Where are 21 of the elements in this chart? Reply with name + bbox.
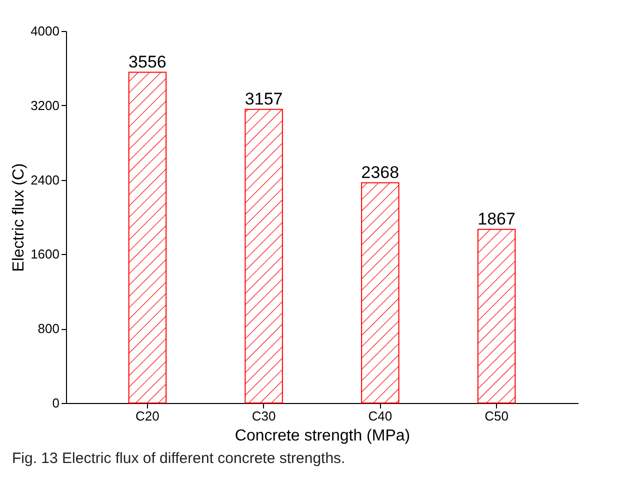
data-label: 2368: [361, 162, 400, 182]
x-axis-title: Concrete strength (MPa): [234, 428, 410, 444]
caption: Fig. 13 Electric flux of different concrete strengths.: [12, 450, 346, 467]
x-tick-label: C20: [136, 408, 160, 424]
x-tick-label: C30: [252, 408, 276, 424]
y-tick-label: 2400: [30, 172, 60, 188]
bar: [477, 228, 516, 404]
bar: [244, 108, 283, 404]
bar: [361, 182, 400, 404]
x-tick-label: C40: [368, 408, 392, 424]
bar: [128, 72, 167, 404]
data-label: 3556: [128, 52, 166, 72]
y-tick-label: 4000: [30, 24, 60, 38]
data-label: 1867: [478, 209, 516, 228]
y-axis-title: Electric flux (C): [10, 163, 28, 272]
y-tick-label: 3200: [30, 98, 60, 113]
data-label: 3157: [244, 89, 283, 108]
y-tick-label: 1600: [30, 246, 60, 262]
y-tick-label: 0: [52, 396, 60, 410]
y-tick-label: 800: [38, 321, 60, 336]
x-tick-label: C50: [484, 408, 508, 424]
